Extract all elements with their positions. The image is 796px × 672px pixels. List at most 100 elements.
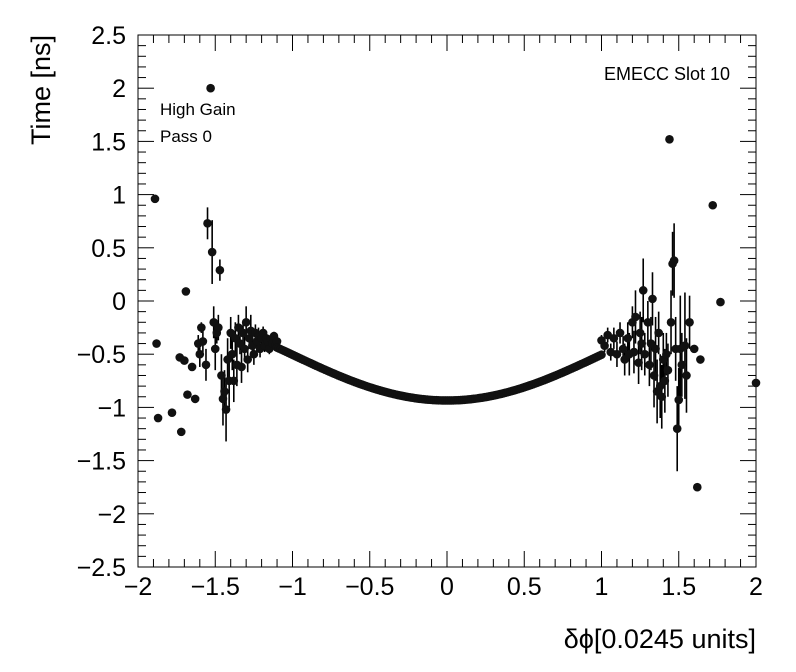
data-point — [241, 317, 251, 327]
data-point — [243, 355, 252, 364]
data-point — [150, 194, 160, 204]
x-tick-label: −1.5 — [191, 573, 240, 601]
data-point — [716, 297, 725, 307]
data-point — [654, 328, 663, 338]
data-point — [677, 360, 687, 370]
x-tick-label: 1 — [595, 573, 609, 601]
data-point — [751, 378, 761, 388]
data-point — [672, 424, 682, 433]
data-point — [227, 349, 237, 359]
data-point — [600, 341, 609, 350]
data-point — [648, 294, 657, 304]
x-tick-label: 0 — [440, 573, 454, 601]
data-point — [240, 344, 249, 354]
data-point — [244, 333, 254, 343]
data-point — [201, 360, 211, 370]
pass-label: Pass 0 — [160, 127, 212, 146]
x-tick-label: 0.5 — [507, 573, 542, 601]
data-point — [663, 365, 673, 375]
data-point — [649, 371, 659, 380]
data-point — [615, 328, 625, 338]
data-point — [218, 394, 228, 404]
data-point — [666, 317, 676, 327]
y-tick-label: 2.5 — [91, 22, 126, 50]
slot-label: EMECC Slot 10 — [604, 64, 730, 84]
data-point — [635, 328, 645, 338]
data-point — [637, 339, 646, 348]
data-point — [180, 356, 189, 365]
data-point — [692, 482, 702, 492]
data-point — [249, 349, 259, 359]
data-point — [206, 83, 215, 93]
y-tick-label: 0 — [112, 288, 126, 316]
data-point — [657, 392, 667, 402]
data-point — [685, 317, 694, 327]
data-point — [660, 376, 670, 386]
data-point — [238, 328, 248, 338]
data-point — [190, 394, 200, 404]
data-point — [215, 265, 225, 275]
data-point — [183, 390, 192, 399]
data-point — [207, 247, 217, 257]
y-tick-label: 0.5 — [91, 235, 126, 263]
data-point — [181, 287, 191, 296]
x-tick-label: −1 — [278, 573, 307, 601]
data-point — [609, 333, 619, 343]
data-point — [198, 337, 208, 346]
data-point — [708, 200, 718, 210]
data-point — [214, 323, 223, 332]
data-point — [643, 317, 653, 327]
data-point — [674, 395, 684, 405]
data-point — [237, 362, 246, 372]
y-tick-label: 1.5 — [91, 128, 126, 156]
data-point — [203, 219, 212, 228]
data-point — [210, 344, 220, 354]
data-point — [623, 333, 633, 343]
axis-ticks — [137, 34, 757, 568]
data-point — [221, 405, 231, 414]
data-point — [272, 337, 282, 346]
data-point — [640, 349, 650, 359]
data-point — [696, 355, 705, 364]
x-tick-label: 1.5 — [661, 573, 696, 601]
y-tick-label: −2 — [97, 501, 126, 529]
data-point — [680, 341, 690, 350]
y-tick-label: −1 — [97, 394, 126, 422]
x-tick-label: −0.5 — [345, 573, 394, 601]
data-point — [153, 413, 163, 423]
y-tick-label: 1 — [112, 182, 126, 210]
tick-labels: −2 −1.5 −1 −0.5 0 0.5 1 1.5 2−2.5−2−1.5−1−0.500.… — [77, 22, 763, 601]
data-point — [638, 286, 648, 295]
y-tick-label: −0.5 — [77, 341, 126, 369]
data-point — [229, 376, 239, 386]
y-axis-title: Time [ns] — [26, 35, 56, 145]
data-point — [217, 371, 226, 380]
gain-label: High Gain — [160, 100, 236, 119]
data-point — [167, 408, 177, 418]
data-point — [176, 427, 186, 437]
data-point — [197, 323, 206, 332]
data-point — [662, 349, 671, 359]
data-point — [618, 344, 628, 354]
data-point — [195, 349, 205, 359]
data-point — [645, 360, 654, 370]
data-point — [220, 387, 229, 396]
x-tick-label: −2 — [124, 573, 153, 601]
data-point — [612, 349, 622, 359]
data-point — [152, 339, 161, 348]
x-tick-label: 2 — [749, 573, 763, 601]
data-point — [651, 344, 660, 354]
data-point — [634, 358, 643, 368]
data-point — [187, 362, 197, 372]
data-point — [631, 312, 640, 322]
data-point — [682, 371, 691, 380]
y-tick-label: −2.5 — [77, 554, 126, 582]
data-point — [665, 134, 674, 144]
data-point — [597, 350, 606, 360]
y-tick-label: −1.5 — [77, 448, 126, 476]
data-point — [629, 347, 639, 357]
y-tick-label: 2 — [112, 75, 126, 103]
x-axis-title: δϕ[0.0245 units] — [564, 624, 756, 654]
data-point — [689, 344, 699, 354]
